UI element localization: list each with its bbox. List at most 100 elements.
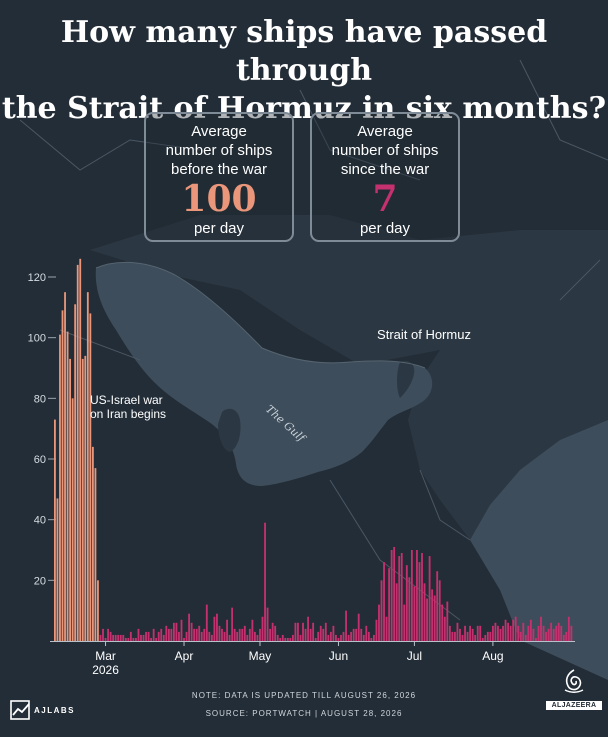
x-tick-label: Apr — [175, 649, 194, 663]
bar — [408, 577, 411, 641]
bar — [276, 634, 279, 641]
bar — [497, 625, 499, 641]
bar — [524, 634, 527, 641]
bar — [193, 628, 196, 641]
bar — [471, 628, 474, 641]
bar — [281, 634, 284, 641]
bar — [102, 628, 104, 641]
aljazeera-logo: ALJAZEERA — [546, 668, 602, 710]
stat-after-unit: per day — [359, 220, 411, 237]
bar — [451, 631, 454, 641]
bar — [375, 619, 378, 641]
bar — [433, 595, 436, 641]
bar — [367, 631, 370, 641]
page-title: How many ships have passed through the S… — [0, 14, 608, 128]
bar — [74, 304, 77, 641]
bar — [464, 625, 466, 641]
y-tick-label: 120 — [28, 272, 46, 284]
bar — [552, 628, 555, 641]
map-borders — [19, 59, 608, 621]
bar — [89, 313, 92, 641]
bar — [565, 631, 568, 641]
x-year-label: 2026 — [92, 663, 119, 677]
bar — [107, 628, 109, 641]
bar — [474, 634, 477, 641]
ajlabs-wordmark: AJLABS — [34, 705, 76, 715]
bar — [335, 634, 337, 641]
bar — [127, 637, 130, 641]
bar — [81, 358, 84, 641]
bar — [345, 610, 347, 641]
bar — [297, 622, 299, 641]
bar — [517, 625, 520, 641]
bar — [299, 634, 302, 641]
bar — [223, 631, 226, 641]
bar — [178, 631, 180, 641]
bar — [393, 546, 396, 641]
bar — [446, 601, 449, 641]
bar — [355, 628, 358, 641]
bar — [117, 634, 120, 641]
bar — [360, 628, 363, 641]
bar — [152, 628, 155, 641]
aljazeera-emblem-icon — [564, 669, 584, 693]
bar — [56, 498, 59, 641]
bar — [167, 628, 170, 641]
bar — [489, 631, 492, 641]
bar — [319, 625, 322, 641]
bar — [309, 628, 312, 641]
bar — [347, 634, 350, 641]
bar — [84, 355, 87, 641]
bar — [562, 634, 565, 641]
bar — [365, 625, 368, 641]
bar — [150, 637, 153, 641]
bar — [378, 604, 380, 641]
bar — [231, 607, 234, 641]
x-tick-label: May — [249, 649, 272, 663]
bar — [448, 625, 451, 641]
bar — [423, 583, 426, 641]
bar — [94, 468, 97, 641]
bar — [145, 631, 147, 641]
bar — [491, 625, 494, 641]
map-coast — [95, 261, 426, 369]
bar — [254, 631, 256, 641]
bar — [426, 598, 428, 641]
bar — [398, 556, 401, 641]
bar — [560, 625, 563, 641]
bar — [421, 553, 423, 641]
map-label-strait: Strait of Hormuz — [377, 327, 471, 342]
bar — [322, 628, 325, 641]
bar — [279, 637, 282, 641]
bar — [461, 634, 464, 641]
bar — [438, 580, 441, 641]
bar — [337, 637, 340, 641]
map-land-musandam — [397, 360, 415, 398]
bar — [76, 264, 79, 641]
bar — [329, 631, 332, 641]
stat-box-after: Average number of ships since the war 7 … — [310, 112, 460, 242]
stat-before-value: 100 — [181, 178, 257, 220]
bar — [537, 625, 540, 641]
bar — [243, 625, 246, 641]
aljazeera-wordmark: ALJAZEERA — [546, 701, 602, 710]
bar — [416, 550, 418, 641]
bar — [175, 622, 178, 641]
bar — [545, 631, 547, 641]
bar — [494, 622, 497, 641]
bar — [302, 622, 304, 641]
bar — [436, 571, 439, 641]
bar — [454, 631, 456, 641]
bar — [307, 616, 309, 641]
bar — [284, 637, 287, 641]
bar — [271, 622, 274, 641]
bar — [314, 637, 317, 641]
bar — [370, 637, 373, 641]
bar — [147, 631, 150, 641]
bar — [459, 628, 461, 641]
bar — [555, 625, 558, 641]
bar — [388, 568, 391, 641]
bar — [66, 331, 69, 641]
bar — [324, 622, 327, 641]
